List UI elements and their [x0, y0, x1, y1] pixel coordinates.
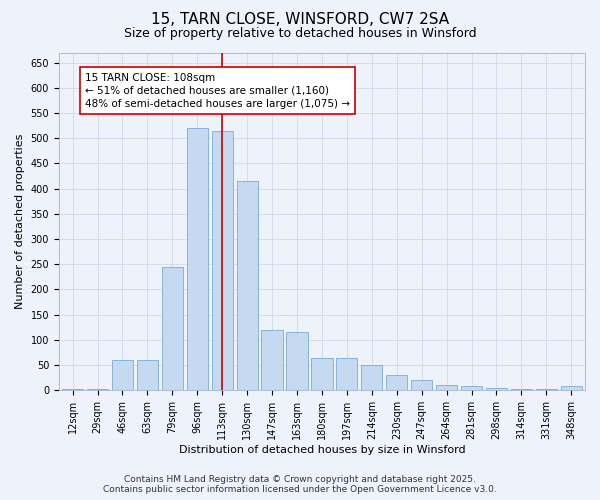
Bar — [336, 358, 358, 390]
Bar — [137, 360, 158, 390]
Bar — [212, 130, 233, 390]
Bar — [436, 386, 457, 390]
Text: 15, TARN CLOSE, WINSFORD, CW7 2SA: 15, TARN CLOSE, WINSFORD, CW7 2SA — [151, 12, 449, 28]
Bar — [262, 330, 283, 390]
Bar — [361, 365, 382, 390]
Bar — [311, 358, 332, 390]
Bar — [560, 386, 582, 390]
Bar — [236, 181, 258, 390]
Bar — [112, 360, 133, 390]
Bar — [386, 375, 407, 390]
Bar — [461, 386, 482, 390]
X-axis label: Distribution of detached houses by size in Winsford: Distribution of detached houses by size … — [179, 445, 465, 455]
Text: Size of property relative to detached houses in Winsford: Size of property relative to detached ho… — [124, 28, 476, 40]
Bar — [286, 332, 308, 390]
Text: Contains HM Land Registry data © Crown copyright and database right 2025.
Contai: Contains HM Land Registry data © Crown c… — [103, 474, 497, 494]
Bar — [511, 389, 532, 390]
Text: 15 TARN CLOSE: 108sqm
← 51% of detached houses are smaller (1,160)
48% of semi-d: 15 TARN CLOSE: 108sqm ← 51% of detached … — [85, 72, 350, 109]
Bar — [486, 388, 507, 390]
Bar — [411, 380, 432, 390]
Y-axis label: Number of detached properties: Number of detached properties — [15, 134, 25, 309]
Bar — [187, 128, 208, 390]
Bar — [162, 267, 183, 390]
